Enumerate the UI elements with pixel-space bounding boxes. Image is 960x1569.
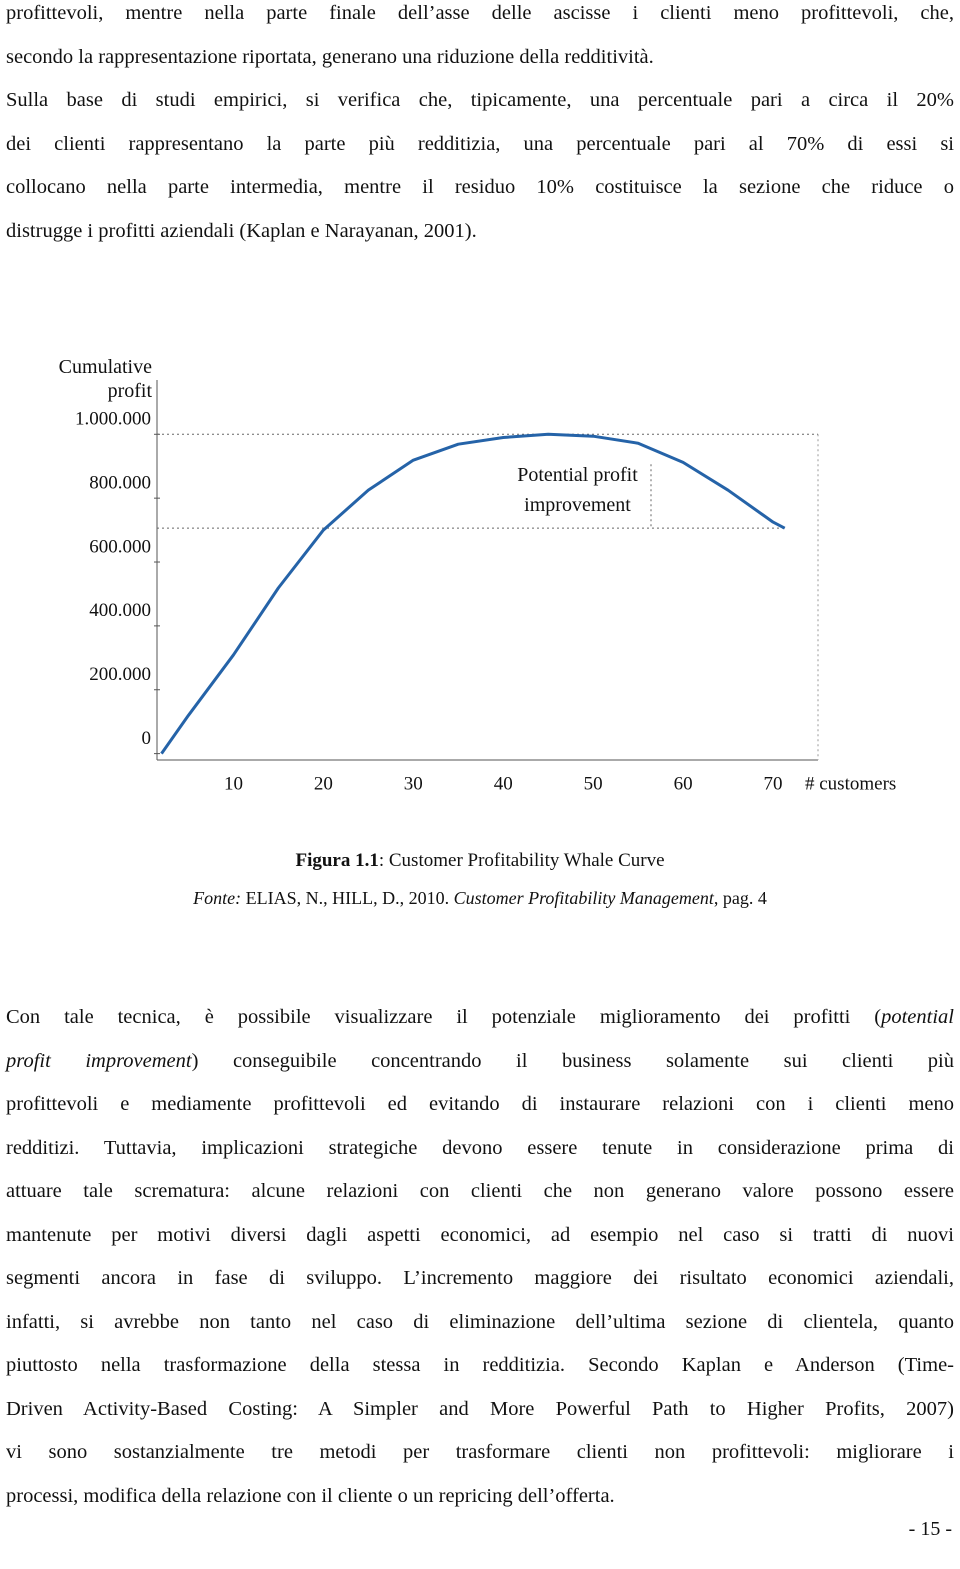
- text-line: redditizi. Tuttavia, implicazioni strate…: [6, 1135, 954, 1161]
- x-tick-label: 40: [494, 773, 513, 794]
- x-tick-label: 30: [404, 773, 423, 794]
- y-tick-label: 200.000: [89, 664, 151, 685]
- y-axis-label: Cumulative profit: [58, 356, 152, 402]
- text-run: redditizi. Tuttavia, implicazioni strate…: [6, 1136, 954, 1159]
- text-run: infatti, si avrebbe non tanto nel caso d…: [6, 1310, 954, 1333]
- text-line: mantenute per motivi diversi dagli aspet…: [6, 1222, 954, 1248]
- data-line: [160, 432, 786, 755]
- text-run: Fonte:: [193, 888, 242, 908]
- text-run: Driven Activity-Based Costing: A Simpler…: [6, 1397, 954, 1420]
- text-run: potential: [881, 1006, 954, 1028]
- text-line: secondo la rappresentazione riportata, g…: [6, 44, 954, 70]
- text-line: infatti, si avrebbe non tanto nel caso d…: [6, 1309, 954, 1335]
- text-run: Customer Profitability Management: [453, 888, 714, 908]
- text-run: Con tale tecnica, è possibile visualizza…: [6, 1006, 882, 1028]
- x-tick-label: 60: [674, 773, 693, 794]
- y-tick-label: 800.000: [89, 473, 151, 494]
- x-tick-label: 70: [764, 773, 783, 794]
- chart: 0 200.000 400.000 600.000 800.000 1.000.000 10…: [75, 380, 896, 794]
- figure-source: Fonte: ELIAS, N., HILL, D., 2010. Custom…: [0, 888, 960, 909]
- text-line: profit improvement) conseguibile concent…: [6, 1048, 954, 1074]
- annotation: Potential profit improvement: [517, 464, 638, 516]
- text-run: processi, modifica della relazione con i…: [6, 1484, 615, 1507]
- text-run: Sulla base di studi empirici, si verific…: [6, 89, 954, 111]
- y-tick-label: 400.000: [89, 600, 151, 621]
- text-line: Driven Activity-Based Costing: A Simpler…: [6, 1396, 954, 1422]
- y-tick-label: 1.000.000: [75, 409, 151, 430]
- text-line: segmenti ancora in fase di sviluppo. L’i…: [6, 1265, 954, 1291]
- text-run: segmenti ancora in fase di sviluppo. L’i…: [6, 1267, 954, 1289]
- text-line: attuare tale scrematura: alcune relazion…: [6, 1178, 954, 1204]
- text-run: profit improvement: [6, 1049, 192, 1072]
- caption-label: Figura 1.1: [295, 850, 379, 871]
- text-run: mantenute per motivi diversi dagli aspet…: [6, 1223, 954, 1246]
- text-run: collocano nella parte intermedia, mentre…: [6, 176, 954, 198]
- text-run: secondo la rappresentazione riportata, g…: [6, 45, 654, 68]
- text-line: profittevoli e mediamente profittevoli e…: [6, 1091, 954, 1117]
- text-line: profittevoli, mentre nella parte finale …: [6, 0, 954, 26]
- text-line: Con tale tecnica, è possibile visualizza…: [6, 1004, 954, 1030]
- page-number: - 15 -: [908, 1518, 952, 1540]
- text-line: Sulla base di studi empirici, si verific…: [6, 87, 954, 113]
- text-run: ELIAS, N., HILL, D., 2010.: [241, 888, 454, 908]
- text-line: processi, modifica della relazione con i…: [6, 1483, 954, 1509]
- text-run: vi sono sostanzialmente tre metodi per t…: [6, 1441, 954, 1463]
- text-line: piuttosto nella trasformazione della ste…: [6, 1352, 954, 1378]
- y-tick-label: 0: [142, 728, 152, 749]
- text-run: dei clienti rappresentano la parte più r…: [6, 132, 954, 155]
- text-run: ) conseguibile concentrando il business …: [191, 1049, 954, 1072]
- text-line: vi sono sostanzialmente tre metodi per t…: [6, 1439, 954, 1465]
- text-run: profittevoli, mentre nella parte finale …: [6, 2, 954, 24]
- x-tick-label: 10: [224, 773, 243, 794]
- text-line: dei clienti rappresentano la parte più r…: [6, 131, 954, 157]
- x-tick-label: 50: [584, 773, 603, 794]
- x-axis-label: # customers: [805, 773, 896, 794]
- text-run: distrugge i profitti aziendali (Kaplan e…: [6, 219, 477, 242]
- caption-text: : Customer Profitability Whale Curve: [378, 850, 665, 871]
- text-line: distrugge i profitti aziendali (Kaplan e…: [6, 218, 954, 244]
- text-run: attuare tale scrematura: alcune relazion…: [6, 1180, 954, 1202]
- text-run: , pag. 4: [713, 888, 767, 908]
- text-line: collocano nella parte intermedia, mentre…: [6, 174, 954, 200]
- text-run: profittevoli e mediamente profittevoli e…: [6, 1093, 954, 1115]
- figure-caption: Figura 1.1: Customer Profitability Whale…: [0, 850, 960, 872]
- x-tick-label: 20: [314, 773, 333, 794]
- y-tick-label: 600.000: [89, 536, 151, 557]
- text-run: piuttosto nella trasformazione della ste…: [6, 1354, 954, 1376]
